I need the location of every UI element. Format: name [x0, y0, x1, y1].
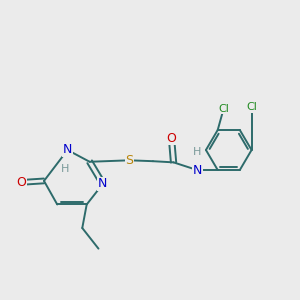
- Text: O: O: [167, 132, 176, 145]
- Text: H: H: [193, 147, 201, 157]
- Text: H: H: [61, 164, 69, 174]
- Text: Cl: Cl: [218, 104, 229, 114]
- Text: N: N: [98, 177, 108, 190]
- Text: N: N: [192, 164, 202, 176]
- Text: S: S: [125, 154, 134, 167]
- Text: Cl: Cl: [246, 102, 257, 112]
- Text: N: N: [63, 143, 72, 157]
- Text: O: O: [16, 176, 26, 189]
